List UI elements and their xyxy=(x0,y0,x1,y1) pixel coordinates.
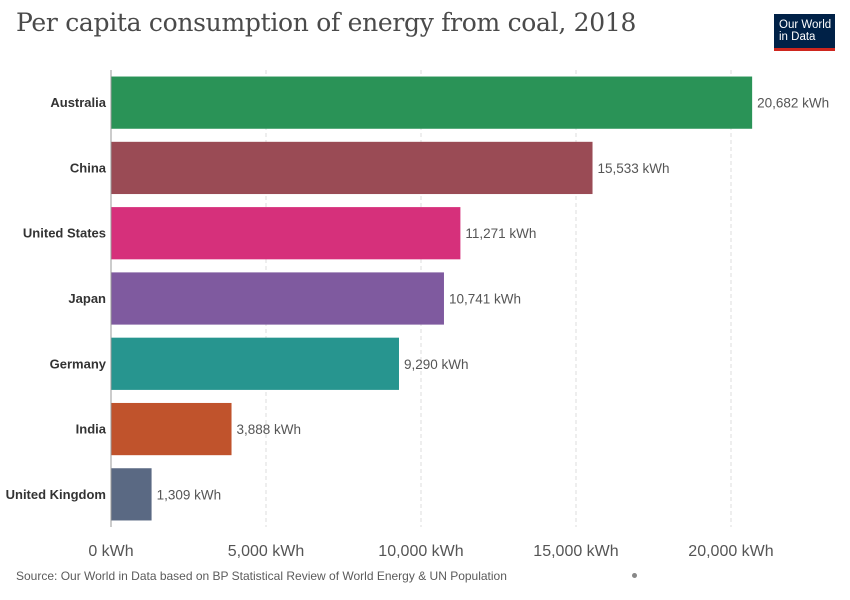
bar xyxy=(111,468,152,521)
x-tick-label: 5,000 kWh xyxy=(228,543,304,560)
bar xyxy=(111,402,232,456)
category-label: United States xyxy=(23,226,106,241)
value-label: 1,309 kWh xyxy=(157,487,222,502)
logo-line-2: in Data xyxy=(779,31,816,43)
x-tick-label: 15,000 kWh xyxy=(533,543,618,560)
value-label: 15,533 kWh xyxy=(598,161,670,176)
bar xyxy=(111,141,593,195)
bar xyxy=(111,207,461,260)
value-label: 10,741 kWh xyxy=(449,292,521,307)
more-dot-icon xyxy=(632,573,637,578)
category-label: Australia xyxy=(50,95,106,110)
bar xyxy=(111,337,399,390)
owid-logo[interactable]: Our World in Data xyxy=(774,14,835,51)
value-label: 20,682 kWh xyxy=(757,96,829,111)
x-tick-label: 20,000 kWh xyxy=(688,543,773,560)
category-label: India xyxy=(76,422,107,437)
logo-line-1: Our World xyxy=(779,19,832,31)
category-label: Germany xyxy=(50,356,107,371)
bar xyxy=(111,76,753,129)
bar xyxy=(111,272,444,325)
source-note: Source: Our World in Data based on BP St… xyxy=(16,569,507,583)
value-label: 3,888 kWh xyxy=(237,422,302,437)
x-tick-label: 0 kWh xyxy=(88,543,133,560)
category-label: Japan xyxy=(68,291,106,306)
chart-title: Per capita consumption of energy from co… xyxy=(16,8,637,37)
value-label: 11,271 kWh xyxy=(465,226,536,241)
category-label: United Kingdom xyxy=(6,487,106,502)
category-label: China xyxy=(70,160,107,175)
x-tick-label: 10,000 kWh xyxy=(378,543,463,560)
value-label: 9,290 kWh xyxy=(404,357,469,372)
